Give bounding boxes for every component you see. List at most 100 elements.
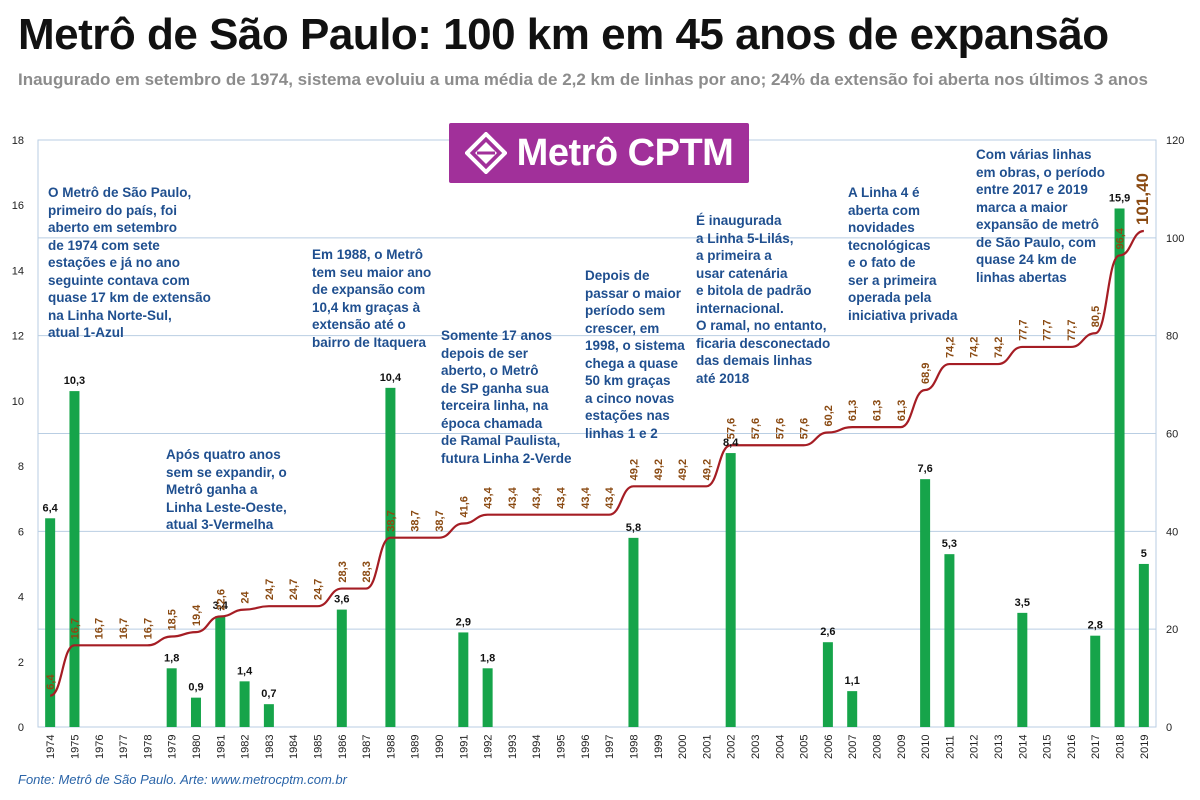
bar bbox=[920, 479, 931, 727]
x-tick-label: 1993 bbox=[507, 735, 519, 759]
annotation-line: linhas abertas bbox=[976, 269, 1067, 285]
bar bbox=[166, 668, 177, 727]
bar bbox=[215, 616, 226, 727]
bar-value-label: 7,6 bbox=[917, 463, 932, 475]
annotation-line: de SP ganha sua bbox=[441, 380, 549, 396]
annotation-line: ficaria desconectado bbox=[696, 335, 831, 351]
y-left-tick-label: 10 bbox=[12, 396, 24, 408]
line-value-label: 49,2 bbox=[701, 459, 713, 480]
x-tick-label: 1995 bbox=[556, 735, 568, 759]
bar-value-label: 2,8 bbox=[1088, 620, 1103, 632]
line-value-label: 24,7 bbox=[264, 579, 276, 600]
annotation-line: estações e já no ano bbox=[48, 255, 181, 270]
bar-value-label: 1,1 bbox=[845, 675, 860, 687]
line-value-label: 6,4 bbox=[45, 674, 57, 690]
line-value-label: 16,7 bbox=[118, 618, 130, 639]
x-tick-label: 1977 bbox=[118, 735, 130, 759]
y-right-tick-label: 40 bbox=[1166, 526, 1178, 538]
annotation-line: e bitola de padrão bbox=[696, 283, 812, 298]
annotation-line: terceira linha, na bbox=[441, 398, 549, 413]
line-value-label: 38,7 bbox=[385, 510, 397, 531]
annotation-line: futura Linha 2-Verde bbox=[441, 450, 572, 466]
annotation-line: 10,4 km graças à bbox=[312, 299, 421, 315]
line-value-label: 68,9 bbox=[920, 363, 932, 384]
bar bbox=[190, 697, 201, 727]
x-tick-label: 2007 bbox=[847, 735, 859, 759]
x-tick-label: 1980 bbox=[191, 735, 203, 759]
y-left-tick-label: 2 bbox=[18, 657, 24, 669]
x-tick-label: 2019 bbox=[1139, 735, 1151, 759]
annotation-line: Somente 17 anos bbox=[441, 328, 553, 343]
bar-value-label: 5 bbox=[1141, 548, 1147, 560]
bar bbox=[69, 391, 80, 727]
line-value-label: 24,7 bbox=[288, 579, 300, 600]
annotation-line: período sem bbox=[585, 303, 666, 318]
annotation-1991: Somente 17 anos depois de ser aberto, o … bbox=[441, 327, 572, 467]
y-right-tick-label: 60 bbox=[1166, 429, 1178, 441]
line-value-label: 77,7 bbox=[1066, 319, 1078, 340]
line-value-label: 28,3 bbox=[337, 561, 349, 582]
x-tick-label: 1992 bbox=[483, 735, 495, 759]
annotation-line: primeiro do país, foi bbox=[48, 202, 178, 218]
annotation-line: de Ramal Paulista, bbox=[441, 433, 561, 448]
x-tick-label: 2014 bbox=[1017, 735, 1029, 759]
x-tick-label: 2017 bbox=[1090, 735, 1102, 759]
x-tick-label: 1985 bbox=[313, 735, 325, 759]
x-tick-label: 2015 bbox=[1042, 735, 1054, 759]
x-tick-label: 1975 bbox=[69, 735, 81, 759]
annotation-line: Em 1988, o Metrô bbox=[312, 247, 424, 262]
line-value-label: 77,7 bbox=[1017, 319, 1029, 340]
annotation-line: época chamada bbox=[441, 415, 543, 431]
bar bbox=[239, 681, 250, 727]
y-right-tick-label: 120 bbox=[1166, 135, 1184, 147]
line-value-label: 80,5 bbox=[1090, 306, 1102, 327]
annotation-line: a cinco novas bbox=[585, 390, 675, 406]
annotation-2002: É inaugurada a Linha 5-Lilás, a primeira… bbox=[696, 212, 830, 387]
x-tick-label: 1986 bbox=[337, 735, 349, 759]
line-value-label: 96,4 bbox=[1115, 227, 1127, 249]
x-tick-label: 1991 bbox=[458, 735, 470, 759]
logo-text: Metrô CPTM bbox=[516, 131, 734, 174]
x-tick-label: 2008 bbox=[872, 735, 884, 759]
line-value-label: 57,6 bbox=[799, 418, 811, 439]
annotation-line: É inaugurada bbox=[696, 213, 782, 228]
x-tick-label: 2002 bbox=[726, 735, 738, 759]
bar-value-label: 0,7 bbox=[261, 688, 276, 700]
line-value-label: 60,2 bbox=[823, 405, 835, 426]
bar bbox=[385, 387, 396, 727]
line-value-label: 57,6 bbox=[774, 418, 786, 439]
x-tick-label: 1978 bbox=[142, 735, 154, 759]
line-value-label: 61,3 bbox=[847, 400, 859, 421]
line-value-label: 22,6 bbox=[215, 589, 227, 610]
y-right-tick-label: 100 bbox=[1166, 233, 1184, 245]
annotation-line: expansão de metrô bbox=[976, 217, 1100, 232]
line-value-label: 24,7 bbox=[313, 579, 325, 600]
line-value-label: 43,4 bbox=[483, 486, 495, 508]
annotation-line: marca a maior bbox=[976, 199, 1068, 215]
x-tick-label: 1998 bbox=[628, 735, 640, 759]
annotation-line: tecnológicas bbox=[848, 237, 931, 253]
bar-value-label: 1,8 bbox=[164, 652, 179, 664]
y-left-tick-label: 6 bbox=[18, 526, 24, 538]
bar-value-label: 0,9 bbox=[188, 682, 203, 694]
x-tick-label: 2018 bbox=[1115, 735, 1127, 759]
x-tick-label: 2009 bbox=[896, 735, 908, 759]
bar bbox=[725, 453, 736, 727]
annotation-line: sem se expandir, o bbox=[166, 464, 287, 480]
line-value-label: 57,6 bbox=[726, 418, 738, 439]
bar-value-label: 3,5 bbox=[1015, 597, 1030, 609]
y-left-tick-label: 4 bbox=[18, 592, 24, 604]
line-value-label: 57,6 bbox=[750, 418, 762, 439]
x-tick-label: 1974 bbox=[45, 735, 57, 759]
annotation-line: 1998, o sistema bbox=[585, 338, 685, 353]
x-tick-label: 1996 bbox=[580, 735, 592, 759]
line-value-label: 38,7 bbox=[434, 510, 446, 531]
annotation-line: aberto em setembro bbox=[48, 220, 178, 235]
bar bbox=[1114, 208, 1125, 727]
page-title: Metrô de São Paulo: 100 km em 45 anos de… bbox=[18, 10, 1109, 59]
line-value-label: 49,2 bbox=[653, 459, 665, 480]
bar bbox=[482, 668, 493, 727]
bar-value-label: 1,8 bbox=[480, 652, 495, 664]
annotation-1998: Depois de passar o maior período sem cre… bbox=[585, 267, 685, 442]
annotation-1988: Em 1988, o Metrô tem seu maior ano de ex… bbox=[312, 246, 431, 351]
